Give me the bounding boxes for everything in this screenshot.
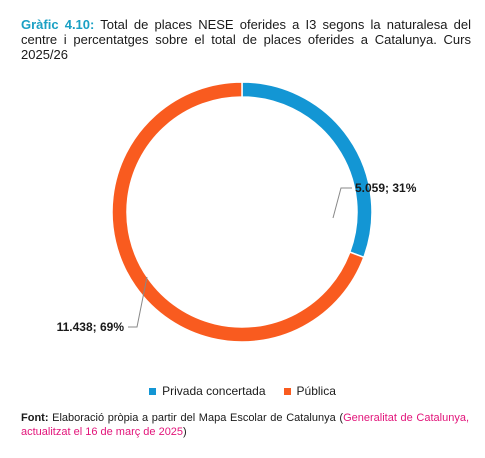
leader-line-publica [128, 276, 148, 328]
source-text: Elaboració pròpia a partir del Mapa Esco… [48, 412, 344, 424]
title-text: Total de places NESE oferides a I3 segon… [21, 17, 471, 62]
legend-swatch-publica [283, 387, 291, 395]
source-label: Font: [21, 412, 49, 424]
source-end: ) [183, 426, 187, 438]
legend-swatch-privada [149, 387, 157, 395]
legend-label-privada: Privada concertada [162, 384, 266, 398]
legend-item-privada: Privada concertada [149, 384, 266, 398]
legend-label-publica: Pública [296, 384, 336, 398]
data-label-publica: 11.438; 69% [57, 320, 125, 334]
data-label-privada: 5.059; 31% [355, 181, 417, 195]
figure-label: Gràfic 4.10: [21, 17, 95, 32]
donut-chart: 5.059; 31% 11.438; 69% [57, 81, 417, 343]
leader-line-privada [332, 187, 352, 219]
source-note: Font: Elaboració pròpia a partir del Map… [21, 411, 469, 439]
chart-title: Gràfic 4.10: Total de places NESE oferid… [21, 17, 471, 62]
donut-slice-privada [241, 81, 373, 259]
donut-slice-publica [111, 81, 365, 343]
donut-slices [111, 81, 373, 343]
source-link[interactable]: Generalitat de Catalunya, actualitzat el… [21, 412, 469, 438]
legend: Privada concertada Pública [0, 384, 485, 398]
legend-item-publica: Pública [283, 384, 336, 398]
